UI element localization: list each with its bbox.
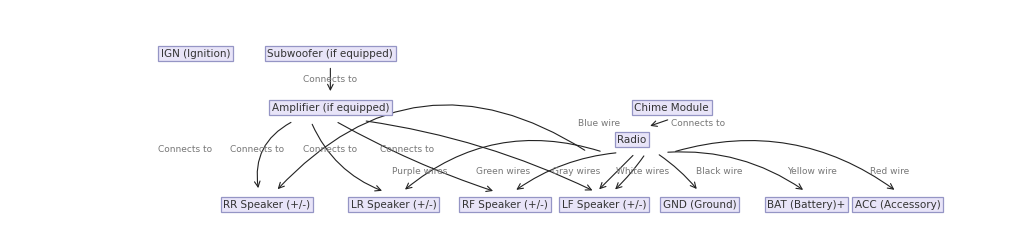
Text: Connects to: Connects to — [303, 145, 357, 154]
Text: Gray wires: Gray wires — [552, 167, 600, 176]
Text: IGN (Ignition): IGN (Ignition) — [161, 49, 230, 58]
Text: BAT (Battery)+: BAT (Battery)+ — [767, 200, 846, 210]
Text: RR Speaker (+/-): RR Speaker (+/-) — [223, 200, 310, 210]
Text: White wires: White wires — [615, 167, 669, 176]
Text: Connects to: Connects to — [380, 145, 434, 154]
Text: Subwoofer (if equipped): Subwoofer (if equipped) — [267, 49, 393, 58]
Text: LR Speaker (+/-): LR Speaker (+/-) — [351, 200, 436, 210]
Text: GND (Ground): GND (Ground) — [663, 200, 736, 210]
Text: Radio: Radio — [617, 135, 646, 145]
Text: Amplifier (if equipped): Amplifier (if equipped) — [271, 103, 389, 113]
Text: Connects to: Connects to — [158, 145, 212, 154]
Text: Chime Module: Chime Module — [634, 103, 709, 113]
Text: Green wires: Green wires — [476, 167, 530, 176]
Text: ACC (Accessory): ACC (Accessory) — [855, 200, 941, 210]
Text: Yellow wire: Yellow wire — [787, 167, 837, 176]
Text: LF Speaker (+/-): LF Speaker (+/-) — [562, 200, 646, 210]
Text: Connects to: Connects to — [303, 75, 357, 84]
Text: Purple wires: Purple wires — [392, 167, 447, 176]
Text: Connects to: Connects to — [671, 119, 725, 128]
Text: Black wire: Black wire — [696, 167, 742, 176]
Text: Red wire: Red wire — [870, 167, 909, 176]
Text: RF Speaker (+/-): RF Speaker (+/-) — [462, 200, 548, 210]
Text: Blue wire: Blue wire — [579, 119, 621, 128]
Text: Connects to: Connects to — [230, 145, 285, 154]
